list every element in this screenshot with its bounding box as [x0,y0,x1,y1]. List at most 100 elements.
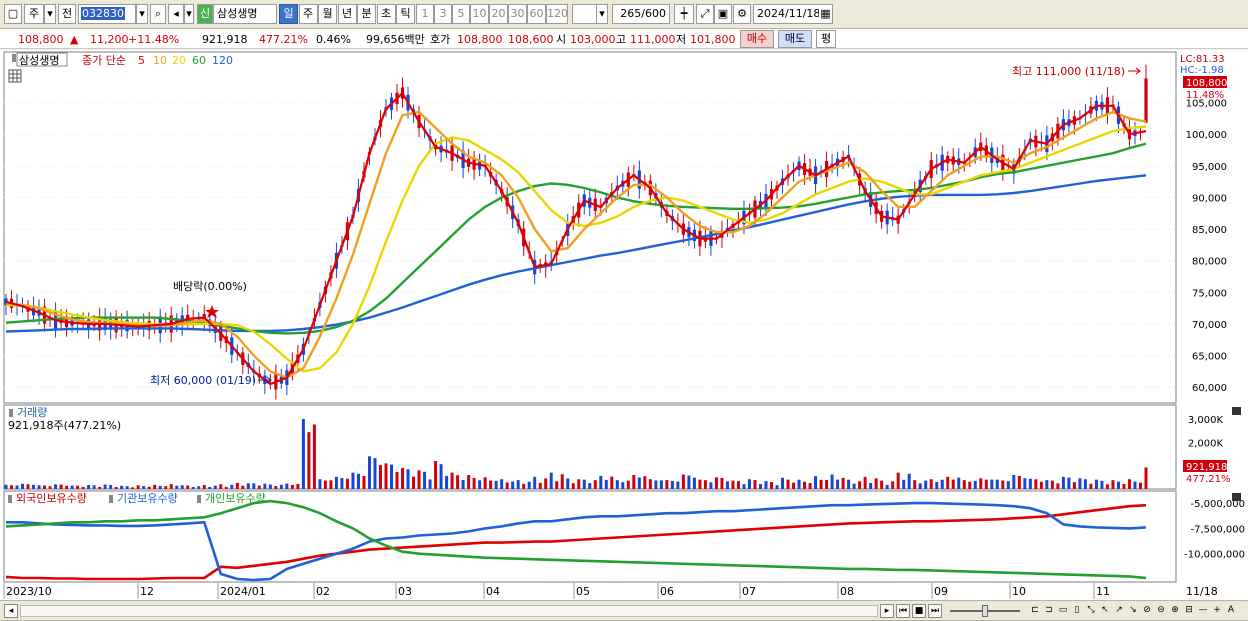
count-max: /600 [641,7,666,20]
volume-bar [467,475,471,489]
holdings-line-2 [5,499,1147,580]
period-unit-select[interactable]: 주 [24,4,44,24]
volume-bar [781,477,785,489]
stop-icon[interactable]: ■ [912,604,926,618]
scroll-left-icon[interactable]: ◂ [4,604,18,618]
tool-icon-4[interactable]: ⤡ [1087,605,1095,615]
change-value: 11,200 [90,33,129,46]
prev-button[interactable]: 전 [58,4,76,24]
volume-bar [76,485,80,489]
price-tick-label: 95,000 [1192,162,1227,173]
price-tick-label: 65,000 [1192,352,1227,363]
minute-tab-5[interactable]: 5 [452,4,470,24]
tool-icon-5[interactable]: ↖ [1101,605,1109,615]
first-page-icon[interactable]: ⏮ [896,604,910,618]
volume-bar [604,479,608,489]
save-icon[interactable]: ▣ [714,4,732,24]
buy-button[interactable]: 매수 [740,30,774,48]
scroll-right-icon[interactable]: ▸ [880,604,894,618]
speaker-dropdown-icon[interactable]: ▾ [184,4,194,24]
volume-bar [87,485,91,489]
period-tab-4[interactable]: 분 [357,4,376,24]
volume-bar [1039,481,1043,489]
volume-bar [202,485,206,489]
stock-code-dropdown-icon[interactable]: ▾ [136,4,148,24]
new-badge[interactable]: 신 [197,4,213,24]
tool-icon-0[interactable]: ⊏ [1031,605,1039,615]
volume-bar [1116,481,1120,489]
minute-tab-3[interactable]: 3 [434,4,452,24]
speaker-icon[interactable]: ◂ [168,4,184,24]
volume-pane-close-icon[interactable] [1232,407,1241,415]
volume-bar [731,480,735,489]
stock-code-input[interactable]: 032830 [78,4,136,24]
volume-bar [637,477,641,489]
candle-icon[interactable]: ┿ [674,4,694,24]
period-unit-label: 주 [28,7,40,20]
volume-bar [566,478,570,489]
table-icon[interactable] [8,69,22,83]
volume-bar [21,483,25,489]
volume-bar [560,474,564,489]
calendar-icon[interactable]: ▦ [819,4,833,24]
tool-icon-6[interactable]: ↗ [1115,605,1123,615]
volume-pane [3,404,1177,490]
period-tab-6[interactable]: 틱 [396,4,415,24]
current-price-tag: 108,800 [1186,78,1227,89]
scroll-track[interactable] [20,605,878,617]
period-tab-1[interactable]: 주 [298,4,318,24]
period-tab-3[interactable]: 년 [337,4,357,24]
volume-bar [869,483,873,489]
stock-code-value: 032830 [81,7,125,20]
volume-bar [935,482,939,489]
volume-bar [1050,480,1054,489]
draw-tool-icon[interactable]: ⤢ [696,4,714,24]
stock-name-field[interactable]: 삼성생명 [213,4,277,24]
tool-icon-1[interactable]: ⊐ [1045,605,1053,615]
tool-icon-7[interactable]: ↘ [1129,605,1137,615]
period-tab-2[interactable]: 월 [318,4,337,24]
zoom-slider-handle[interactable] [982,605,988,617]
minute-tab-10[interactable]: 10 [470,4,489,24]
chart-area[interactable]: 105,000 100,000 95,000 90,000 85,000 80,000 75… [0,50,1248,600]
tool-icon-2[interactable]: ▭ [1058,605,1068,615]
tool-icon-14[interactable]: A [1227,605,1235,615]
holdings-legend: 외국인보유수량 기관보유수량 개인보유수량 [8,492,1241,505]
volume-bar [1045,480,1049,489]
tool-icon-12[interactable]: — [1198,605,1208,615]
minute-tab-20[interactable]: 20 [489,4,508,24]
volume-bar [687,475,691,489]
minute-tab-1[interactable]: 1 [416,4,434,24]
volume-bar [241,485,245,489]
gear-icon[interactable]: ⚙ [733,4,751,24]
minute-tab-60[interactable]: 60 [527,4,546,24]
volume-bar [913,480,917,489]
price-tick-label: 70,000 [1192,320,1227,331]
period-tab-5[interactable]: 초 [376,4,396,24]
volume-bar [274,485,278,489]
chart-type-icon[interactable]: ▢ [4,4,22,24]
minute-tab-30[interactable]: 30 [508,4,527,24]
period-unit-dropdown-icon[interactable]: ▾ [44,4,56,24]
volume-bar [230,484,234,489]
volume-bar [814,476,818,489]
tool-icon-10[interactable]: ⊕ [1171,605,1179,615]
count-field[interactable]: 265/600 [612,4,670,24]
tool-icon-9[interactable]: ⊖ [1157,605,1165,615]
avg-button[interactable]: 평 [816,30,836,48]
minute-tab-120[interactable]: 120 [546,4,568,24]
search-icon[interactable]: ⌕ [150,4,166,24]
legend-individual: 개인보유수량 [205,492,266,505]
volume-bar [836,479,840,489]
tool-icon-8[interactable]: ⊘ [1143,605,1151,615]
sell-button[interactable]: 매도 [778,30,812,48]
minute-dropdown-icon[interactable]: ▾ [596,4,608,24]
period-tab-0[interactable]: 일 [279,4,298,24]
tool-icon-3[interactable]: ▯ [1074,605,1080,615]
tool-icon-11[interactable]: ⊟ [1185,605,1193,615]
holdings-pane-close-icon[interactable] [1232,493,1241,501]
last-page-icon[interactable]: ⏭ [928,604,942,618]
volume-bar [1061,476,1065,489]
volume-bar [456,475,460,489]
tool-icon-13[interactable]: + [1213,605,1221,615]
